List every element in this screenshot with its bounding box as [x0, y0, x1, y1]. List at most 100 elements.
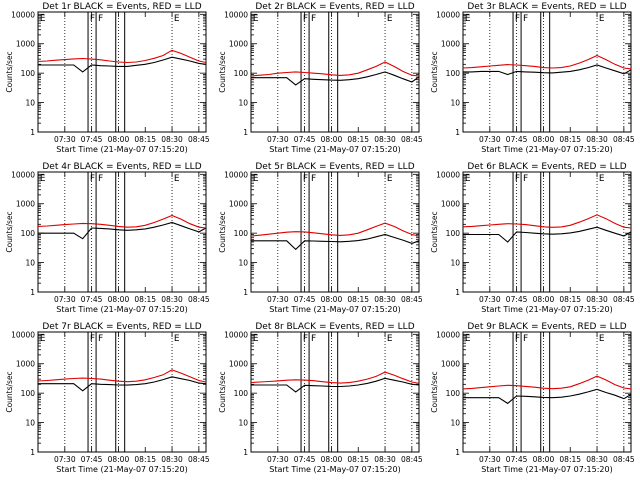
ytick-label: 10000: [224, 10, 248, 19]
ytick-label: 10000: [11, 330, 35, 339]
xtick-label: 08:45: [188, 455, 210, 464]
xaxis-title: Start Time (21-May-07 07:15:20): [56, 465, 187, 474]
interval-marker-e: E: [174, 334, 180, 344]
xtick-label: 08:45: [188, 295, 210, 304]
xtick-label: 07:45: [81, 455, 103, 464]
xaxis-title: Start Time (21-May-07 07:15:20): [481, 305, 612, 314]
ytick-label: 1000: [229, 200, 248, 209]
ytick-label: 10: [450, 99, 460, 108]
ytick-label: 1: [30, 448, 35, 457]
ytick-label: 1000: [16, 360, 35, 369]
ytick-label: 10000: [11, 10, 35, 19]
interval-marker-e: E: [387, 174, 393, 184]
xtick-label: 08:15: [134, 135, 156, 144]
axes-frame: [37, 331, 207, 453]
interval-marker-f: F: [90, 174, 95, 184]
interval-marker-f: F: [311, 334, 316, 344]
xtick-label: 07:45: [506, 295, 528, 304]
xtick-label: 08:00: [533, 135, 555, 144]
xtick-label: 08:30: [374, 455, 396, 464]
xtick-label: 07:45: [81, 135, 103, 144]
xtick-label: 08:30: [161, 135, 183, 144]
xtick-label: 08:30: [586, 455, 608, 464]
xtick-label: 08:30: [374, 135, 396, 144]
interval-marker-e: E: [253, 174, 259, 184]
panel-title: Det 3r BLACK = Events, RED = LLD: [467, 2, 626, 12]
interval-marker-f: F: [303, 174, 308, 184]
ytick-label: 100: [21, 69, 36, 78]
interval-marker-e: E: [465, 14, 471, 24]
xtick-label: 07:45: [294, 295, 316, 304]
xtick-label: 08:30: [161, 295, 183, 304]
series-events-line: [463, 388, 632, 405]
ytick-label: 1000: [16, 40, 35, 49]
yaxis-title: Counts/sec: [218, 371, 227, 412]
panel-det-4: Det 4r BLACK = Events, RED = LLD 1 10 100 10…: [5, 162, 210, 314]
series-lld-line: [250, 222, 420, 237]
ytick-label: 10000: [436, 170, 460, 179]
interval-marker-f: F: [311, 174, 316, 184]
xaxis-title: Start Time (21-May-07 07:15:20): [481, 145, 612, 154]
yaxis-title: Counts/sec: [430, 51, 439, 92]
ytick-label: 10: [25, 259, 35, 268]
interval-marker-e: E: [599, 14, 605, 24]
yaxis-title: Counts/sec: [430, 211, 439, 252]
xtick-label: 07:30: [267, 135, 289, 144]
panel-title: Det 2r BLACK = Events, RED = LLD: [255, 2, 414, 12]
ytick-label: 10000: [436, 330, 460, 339]
panel-det-6: Det 6r BLACK = Events, RED = LLD 1 10 100 10…: [430, 162, 635, 314]
xtick-label: 08:15: [559, 455, 581, 464]
panel-title: Det 9r BLACK = Events, RED = LLD: [467, 322, 626, 332]
xtick-label: 08:15: [559, 295, 581, 304]
panel-title: Det 1r BLACK = Events, RED = LLD: [42, 2, 201, 12]
ytick-label: 100: [234, 69, 249, 78]
xaxis-title: Start Time (21-May-07 07:15:20): [56, 305, 187, 314]
series-lld-line: [37, 49, 207, 64]
ytick-label: 100: [234, 389, 249, 398]
interval-marker-e: E: [253, 334, 259, 344]
interval-marker-f: F: [90, 334, 95, 344]
axes-frame: [250, 331, 420, 453]
series-lld-line: [462, 375, 632, 390]
xtick-label: 07:45: [81, 295, 103, 304]
yaxis-title: Counts/sec: [430, 371, 439, 412]
axes-frame: [462, 11, 632, 133]
yaxis-title: Counts/sec: [5, 211, 14, 252]
xtick-label: 08:30: [161, 455, 183, 464]
interval-marker-f: F: [98, 174, 103, 184]
ytick-label: 100: [21, 229, 36, 238]
series-lld-line: [250, 61, 420, 77]
ytick-label: 1: [243, 288, 248, 297]
xaxis-title: Start Time (21-May-07 07:15:20): [56, 145, 187, 154]
xtick-label: 08:15: [347, 455, 369, 464]
xtick-label: 08:00: [108, 135, 130, 144]
xtick-label: 07:45: [506, 135, 528, 144]
yaxis-title: Counts/sec: [5, 51, 14, 92]
ytick-label: 1000: [441, 40, 460, 49]
interval-marker-f: F: [515, 334, 520, 344]
ytick-label: 100: [234, 229, 249, 238]
series-events-line: [251, 71, 420, 86]
series-lld-line: [37, 369, 207, 383]
interval-marker-f: F: [523, 174, 528, 184]
xtick-label: 08:45: [401, 455, 423, 464]
series-events-line: [38, 56, 207, 73]
xtick-label: 07:45: [294, 455, 316, 464]
ytick-label: 10: [25, 419, 35, 428]
xtick-label: 07:30: [479, 135, 501, 144]
xtick-label: 08:00: [533, 295, 555, 304]
ytick-label: 1: [30, 128, 35, 137]
xtick-label: 08:45: [613, 295, 635, 304]
xtick-label: 08:00: [108, 455, 130, 464]
interval-marker-f: F: [98, 14, 103, 24]
ytick-label: 1: [243, 128, 248, 137]
ytick-label: 10: [238, 99, 248, 108]
yaxis-title: Counts/sec: [218, 51, 227, 92]
ytick-label: 1000: [16, 200, 35, 209]
series-lld-line: [250, 371, 420, 384]
interval-marker-e: E: [253, 14, 259, 24]
xtick-label: 08:00: [533, 455, 555, 464]
ytick-label: 100: [446, 229, 461, 238]
interval-marker-e: E: [387, 14, 393, 24]
